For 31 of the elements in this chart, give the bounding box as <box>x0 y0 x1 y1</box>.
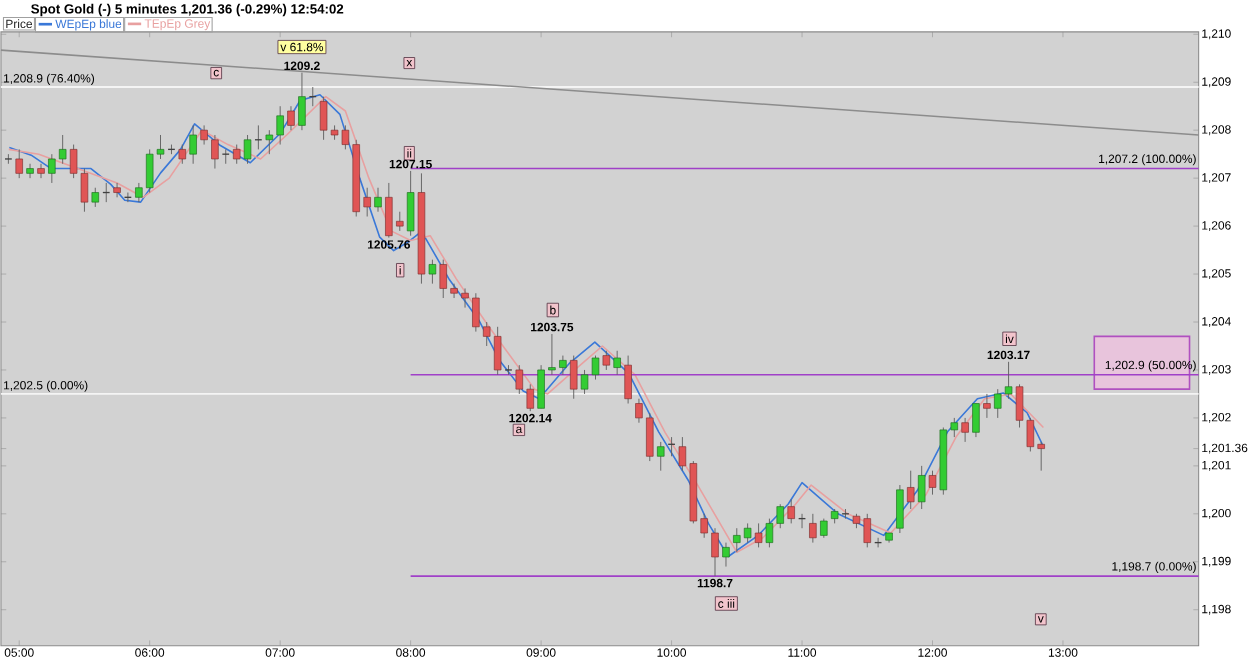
candlestick <box>287 105 295 131</box>
candlestick <box>754 523 763 549</box>
candlestick <box>820 518 828 539</box>
candlestick <box>37 163 45 179</box>
candlestick <box>232 144 241 165</box>
candlestick <box>374 187 382 213</box>
candlestick <box>722 542 730 568</box>
candlestick <box>809 513 817 544</box>
candlestick <box>178 144 187 165</box>
candlestick <box>961 417 969 443</box>
candlestick <box>917 465 926 510</box>
candlestick <box>15 149 23 179</box>
candlestick <box>428 259 437 285</box>
candlestick <box>406 170 415 237</box>
candlestick <box>624 355 632 405</box>
candlestick <box>906 470 915 510</box>
candlestick <box>243 134 252 165</box>
candlestick <box>613 350 621 376</box>
candlestick <box>983 393 991 419</box>
candlestick <box>972 403 980 438</box>
candlestick <box>189 125 197 165</box>
candlestick <box>896 484 904 534</box>
candlestick <box>26 163 34 179</box>
candlestick <box>787 499 795 525</box>
candlestick <box>298 72 306 131</box>
candlestick <box>113 182 121 198</box>
candlestick <box>569 355 578 400</box>
candlestick <box>602 350 611 371</box>
candlestick <box>91 187 99 208</box>
candlestick <box>928 470 937 496</box>
candlestick <box>657 441 665 472</box>
